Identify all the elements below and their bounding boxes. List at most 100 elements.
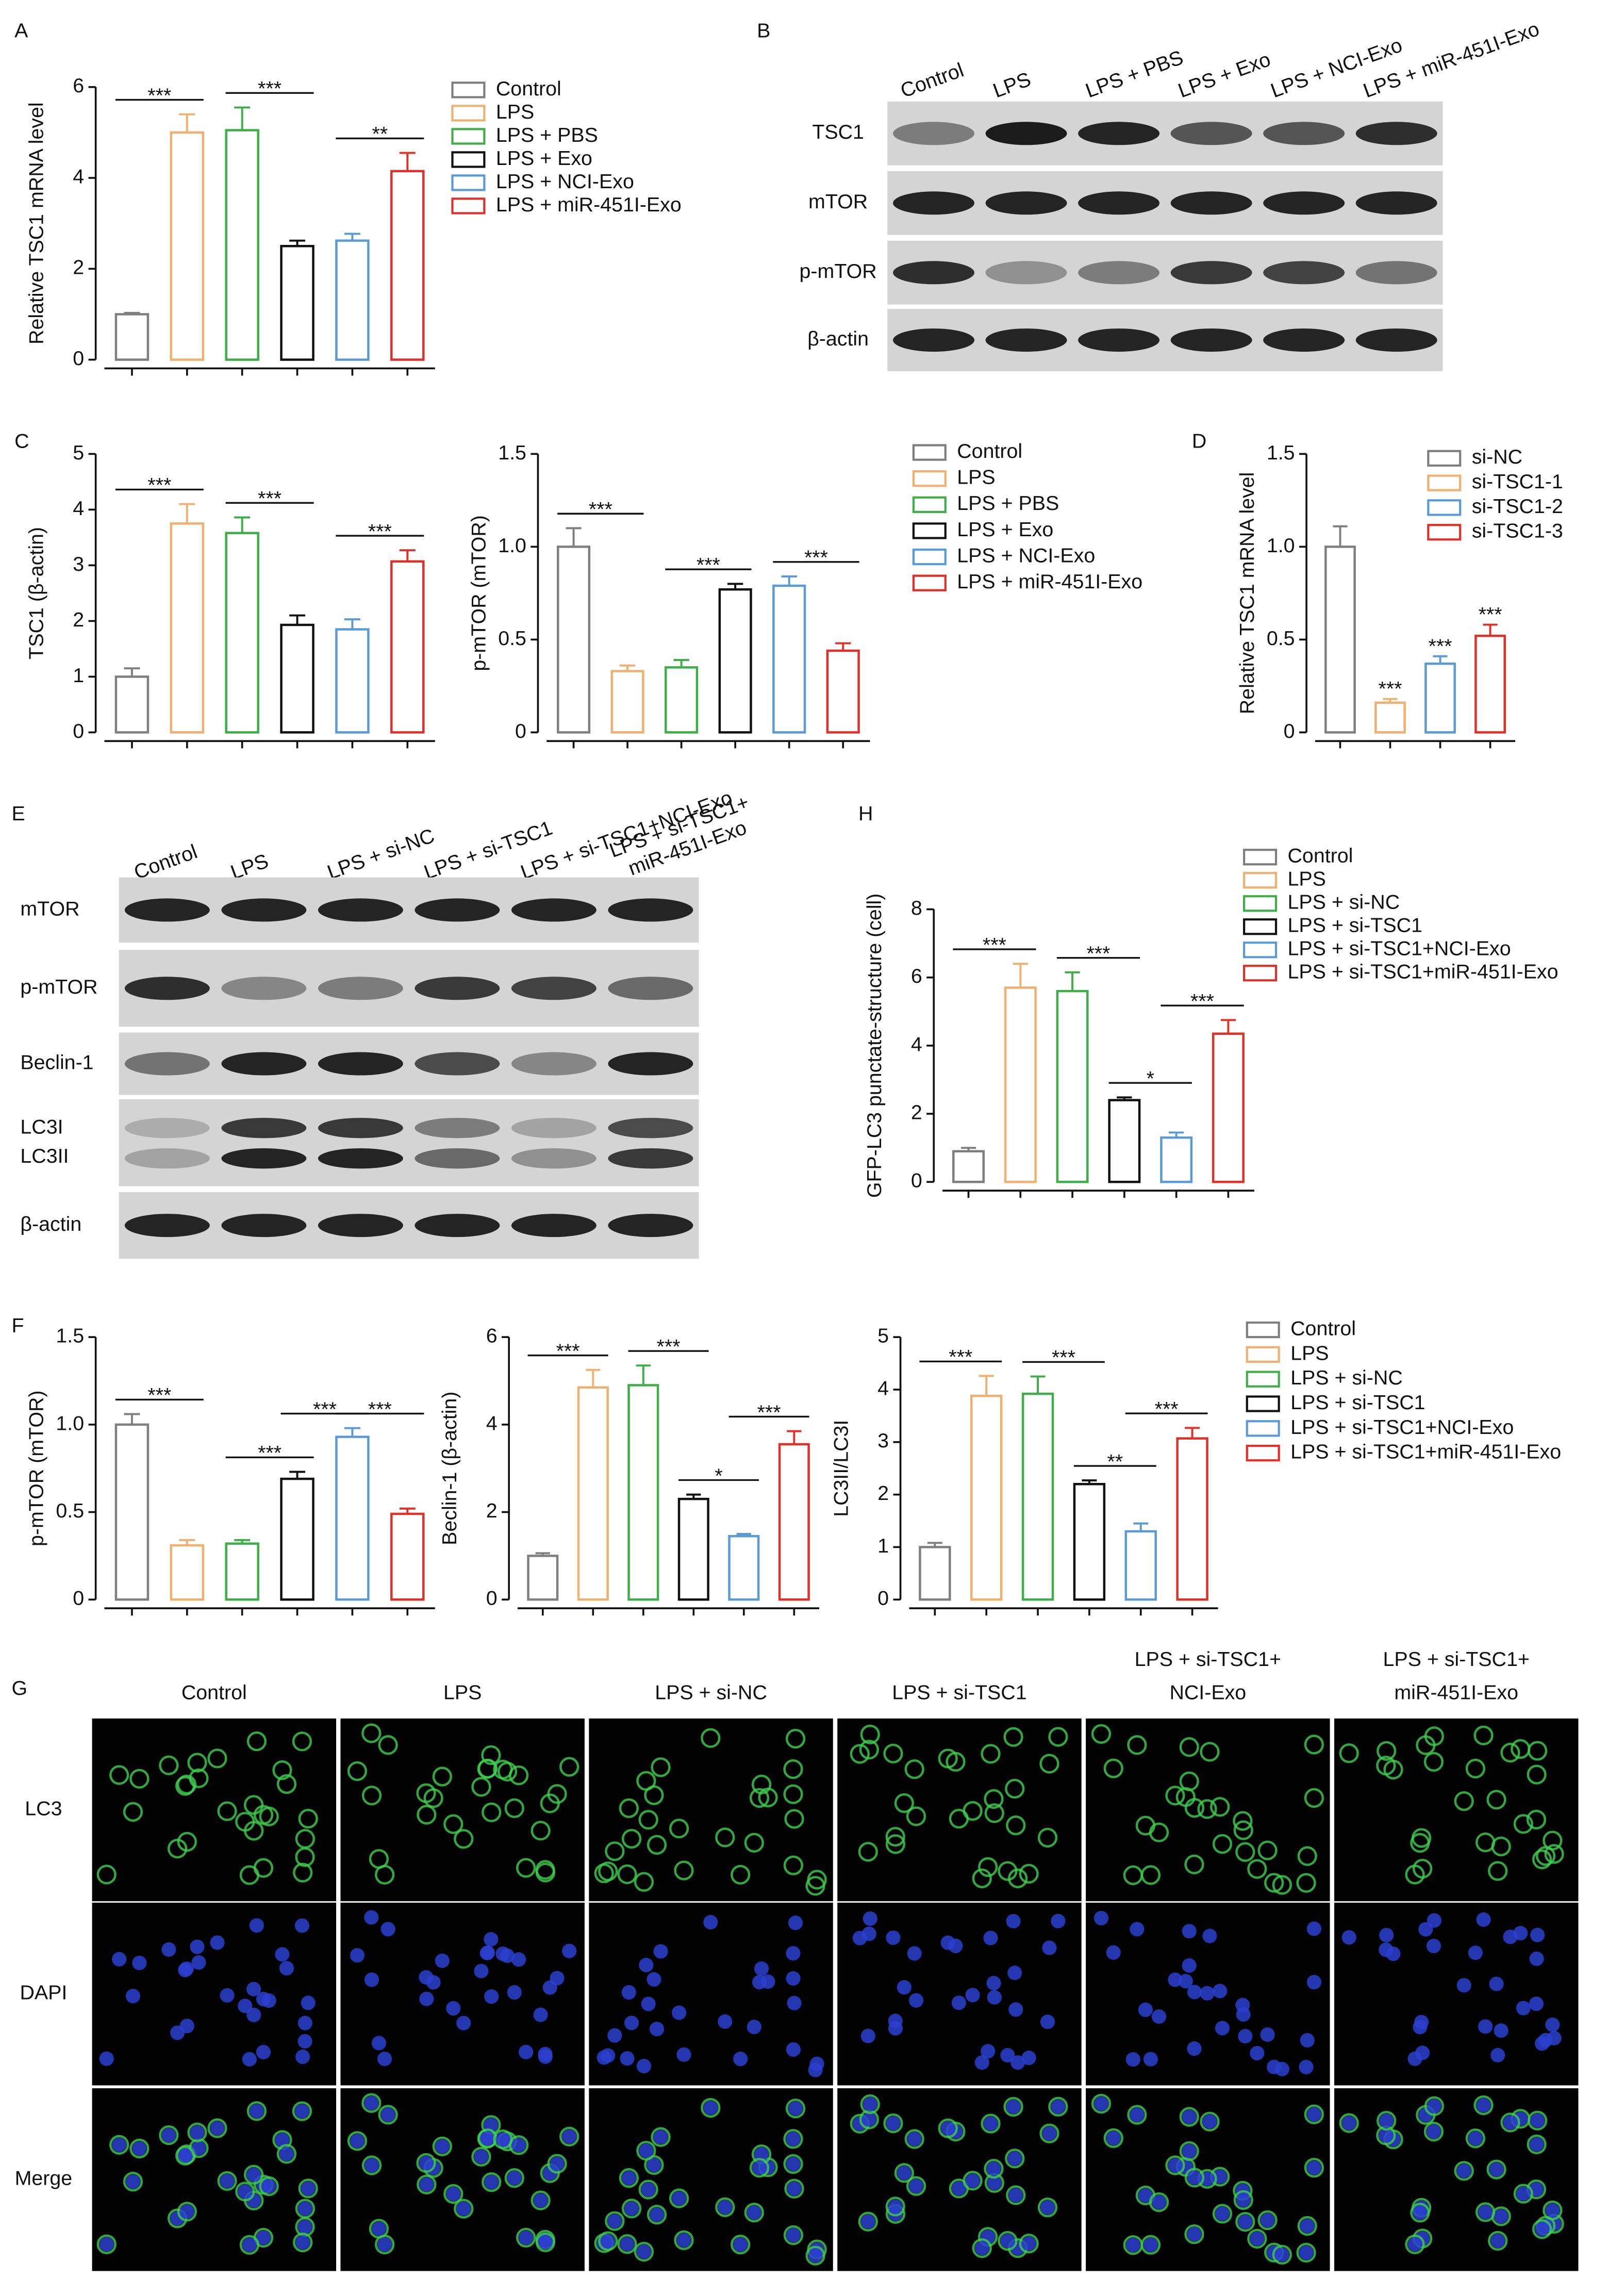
nucleus xyxy=(125,2174,141,2189)
lc3-signal xyxy=(1006,1815,1026,1836)
y-tick-label: 4 xyxy=(486,1412,498,1434)
legend-swatch xyxy=(1243,849,1278,866)
blot-band xyxy=(1078,122,1160,145)
lc3-signal xyxy=(176,1774,197,1795)
nucleus xyxy=(1341,2116,1356,2131)
nucleus xyxy=(601,2234,616,2249)
nucleus xyxy=(1008,2002,1023,2017)
nucleus xyxy=(1545,2203,1560,2218)
y-tick-label: 6 xyxy=(486,1325,498,1347)
blot-band xyxy=(415,1117,500,1138)
lc3-signal xyxy=(1179,2141,1199,2161)
nucleus xyxy=(888,2013,903,2028)
lc3-signal xyxy=(1165,1786,1185,1806)
y-axis-label: p-mTOR (mTOR) xyxy=(467,515,490,671)
nucleus xyxy=(297,2034,312,2049)
nucleus xyxy=(1125,2238,1140,2253)
lc3-signal xyxy=(669,1819,689,1839)
y-tick-label: 2 xyxy=(73,256,84,279)
blot-band xyxy=(221,1148,307,1169)
nucleus xyxy=(1021,2236,1036,2251)
lc3-signal xyxy=(1037,1827,1058,1848)
lc3-signal xyxy=(1297,2216,1317,2236)
lc3-signal xyxy=(481,1745,501,1765)
lc3-signal xyxy=(1200,2111,1220,2132)
nucleus xyxy=(511,2138,526,2153)
nucleus xyxy=(1010,2055,1025,2070)
lc3-signal xyxy=(123,2172,143,2192)
panel-label: H xyxy=(858,802,873,825)
panel-label: D xyxy=(1192,430,1206,452)
nucleus xyxy=(511,1952,526,1967)
nucleus xyxy=(1187,2170,1202,2185)
bar xyxy=(114,1423,150,1601)
nucleus xyxy=(752,2160,767,2175)
legend-label: si-TSC1-3 xyxy=(1472,520,1563,542)
nucleus xyxy=(754,1961,769,1976)
nucleus xyxy=(495,1946,510,1961)
nucleus xyxy=(676,2233,691,2248)
panel-label: C xyxy=(14,430,29,452)
blot-band xyxy=(124,1117,210,1138)
lane-label-group: LPS + PBS xyxy=(1083,46,1186,102)
legend-label: LPS + Exo xyxy=(957,518,1053,541)
lc3-signal xyxy=(1184,1798,1205,1818)
nucleus xyxy=(1379,1942,1394,1957)
column-label: miR-451I-Exo xyxy=(1394,1681,1518,1704)
panel-label: F xyxy=(12,1314,24,1337)
lc3-signal xyxy=(1179,2107,1199,2127)
nucleus xyxy=(550,1971,565,1986)
lc3-signal xyxy=(109,2135,129,2155)
lc3-signal xyxy=(361,1723,382,1743)
nucleus xyxy=(1379,2113,1394,2128)
lc3-signal xyxy=(783,2154,803,2174)
significance: *** xyxy=(589,498,612,521)
y-tick-label: 0.5 xyxy=(56,1499,84,1522)
nucleus xyxy=(246,2007,261,2022)
nucleus xyxy=(1530,1927,1545,1942)
nucleus xyxy=(951,1995,966,2010)
lc3-signal xyxy=(259,2176,279,2197)
bar xyxy=(665,666,699,734)
blot-band xyxy=(511,898,596,922)
lc3-signal xyxy=(963,1801,983,1821)
legend-swatch xyxy=(1246,1395,1280,1412)
lc3-signal xyxy=(416,1783,436,1803)
nucleus xyxy=(1130,2107,1145,2122)
significance: *** xyxy=(258,77,281,100)
lc3-signal xyxy=(674,2230,694,2250)
lc3-signal xyxy=(1103,1758,1123,1778)
legend-swatch xyxy=(912,470,947,487)
nucleus xyxy=(786,2156,801,2171)
nucleus xyxy=(538,2235,553,2250)
nucleus xyxy=(983,2116,998,2131)
blot-band xyxy=(415,1148,500,1169)
lc3-signal xyxy=(1410,2203,1430,2223)
nucleus xyxy=(301,2181,316,2196)
lc3-signal xyxy=(621,2199,642,2219)
nucleus xyxy=(261,1993,276,2008)
nucleus xyxy=(788,1916,803,1930)
lc3-signal xyxy=(243,2165,264,2185)
significance: ** xyxy=(1107,1450,1123,1473)
lc3-signal xyxy=(471,1777,491,1797)
bar xyxy=(728,1534,760,1601)
bar xyxy=(772,584,806,734)
legend-label: LPS + Exo xyxy=(496,147,592,170)
lc3-signal xyxy=(651,2127,671,2147)
blot-band xyxy=(893,328,975,352)
blot-strip xyxy=(119,950,699,1027)
legend-label: LPS + si-NC xyxy=(1288,891,1400,914)
lc3-signal xyxy=(1339,1743,1359,1763)
lc3-signal xyxy=(784,2178,804,2199)
lc3-signal xyxy=(109,1765,129,1785)
lc3-signal xyxy=(482,2172,502,2192)
nucleus xyxy=(1476,2098,1491,2113)
nucleus xyxy=(808,2248,823,2263)
nucleus xyxy=(519,2230,534,2245)
nucleus xyxy=(279,1961,294,1976)
lc3-signal xyxy=(559,2126,579,2147)
nucleus xyxy=(1238,2028,1253,2044)
micrograph xyxy=(92,1718,337,1902)
legend-label: Control xyxy=(496,77,561,100)
